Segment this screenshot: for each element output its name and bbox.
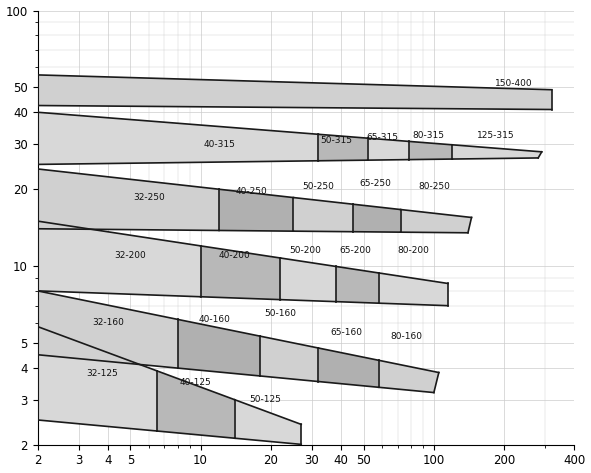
Text: 150-400: 150-400 — [495, 79, 532, 88]
Polygon shape — [319, 134, 368, 161]
Polygon shape — [37, 221, 200, 297]
Polygon shape — [368, 138, 409, 160]
Polygon shape — [37, 169, 219, 230]
Polygon shape — [37, 326, 157, 431]
Polygon shape — [281, 258, 336, 302]
Text: 50-200: 50-200 — [289, 246, 321, 255]
Polygon shape — [235, 400, 301, 444]
Polygon shape — [379, 360, 439, 393]
Text: 50-160: 50-160 — [264, 309, 297, 318]
Text: 80-315: 80-315 — [413, 131, 444, 140]
Text: 50-250: 50-250 — [303, 182, 335, 191]
Polygon shape — [452, 145, 542, 159]
Text: 65-160: 65-160 — [330, 328, 362, 337]
Polygon shape — [336, 266, 379, 303]
Text: 32-250: 32-250 — [133, 193, 165, 202]
Text: 80-250: 80-250 — [418, 182, 450, 191]
Text: 40-200: 40-200 — [219, 251, 251, 260]
Text: 32-200: 32-200 — [115, 251, 146, 260]
Text: 32-125: 32-125 — [87, 369, 118, 378]
Polygon shape — [379, 273, 448, 306]
Text: 50-125: 50-125 — [249, 395, 281, 404]
Polygon shape — [219, 189, 293, 231]
Text: 40-160: 40-160 — [199, 315, 230, 324]
Polygon shape — [37, 112, 319, 165]
Polygon shape — [319, 348, 379, 387]
Polygon shape — [260, 336, 319, 382]
Polygon shape — [37, 75, 552, 110]
Text: 80-200: 80-200 — [398, 246, 430, 255]
Polygon shape — [157, 371, 235, 438]
Text: 65-315: 65-315 — [366, 132, 398, 141]
Polygon shape — [409, 141, 452, 159]
Polygon shape — [401, 210, 472, 233]
Text: 32-160: 32-160 — [92, 318, 124, 327]
Text: 65-200: 65-200 — [339, 246, 371, 255]
Polygon shape — [293, 198, 353, 232]
Polygon shape — [37, 291, 178, 368]
Polygon shape — [200, 246, 281, 299]
Polygon shape — [178, 319, 260, 376]
Text: 40-125: 40-125 — [180, 378, 211, 387]
Polygon shape — [353, 204, 401, 232]
Text: 50-315: 50-315 — [320, 136, 352, 145]
Text: 65-250: 65-250 — [359, 179, 391, 188]
Text: 40-315: 40-315 — [203, 140, 235, 149]
Text: 125-315: 125-315 — [478, 131, 515, 140]
Text: 80-160: 80-160 — [390, 332, 422, 341]
Text: 40-250: 40-250 — [235, 187, 267, 196]
